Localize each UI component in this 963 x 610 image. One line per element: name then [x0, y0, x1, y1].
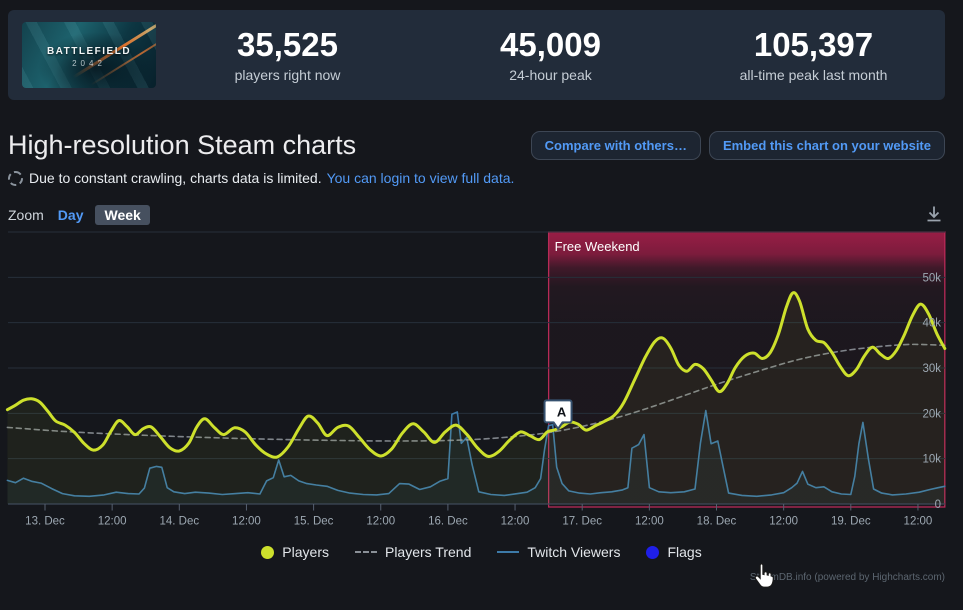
- notice-text: Due to constant crawling, charts data is…: [29, 170, 322, 186]
- page-title: High-resolution Steam charts: [8, 130, 357, 160]
- players-chart[interactable]: 13. Dec 12:00 14. Dec 12:00 15. Dec 12:00 16. …: [0, 228, 963, 535]
- svg-text:14. Dec: 14. Dec: [159, 516, 199, 528]
- download-chart-icon[interactable]: [923, 203, 945, 225]
- limited-data-icon: [8, 170, 23, 186]
- legend-item-twitch-viewers[interactable]: Twitch Viewers: [497, 544, 620, 560]
- legend-label: Twitch Viewers: [527, 544, 621, 560]
- svg-text:18. Dec: 18. Dec: [697, 516, 737, 528]
- svg-text:12:00: 12:00: [366, 516, 395, 528]
- svg-text:0: 0: [935, 499, 941, 511]
- capsule-game-subtitle: 2042: [72, 59, 106, 68]
- stat-alltime-peak: 105,397 all-time peak last month: [682, 26, 945, 83]
- title-buttons: Compare with others… Embed this chart on…: [530, 131, 945, 160]
- svg-text:10k: 10k: [922, 454, 941, 466]
- flag-marker-a[interactable]: A: [543, 399, 573, 430]
- chart-legend: Players Players Trend Twitch Viewers Flags: [0, 544, 963, 560]
- stat-24h-peak-label: 24-hour peak: [509, 66, 592, 83]
- svg-text:40k: 40k: [922, 318, 941, 330]
- zoom-week-button[interactable]: Week: [95, 205, 150, 225]
- stat-alltime-peak-value: 105,397: [753, 26, 874, 64]
- svg-text:20k: 20k: [922, 408, 941, 420]
- zoom-row: Zoom Day Week: [8, 203, 945, 227]
- title-row: High-resolution Steam charts Compare wit…: [8, 126, 945, 164]
- legend-marker-dash: [354, 551, 377, 553]
- stat-24h-peak-value: 45,009: [500, 26, 601, 64]
- svg-text:50k: 50k: [922, 272, 941, 284]
- svg-text:12:00: 12:00: [501, 516, 530, 528]
- svg-text:15. Dec: 15. Dec: [294, 516, 334, 528]
- svg-text:12:00: 12:00: [904, 516, 933, 528]
- svg-text:12:00: 12:00: [232, 516, 261, 528]
- players-series: [5, 291, 947, 504]
- legend-marker-circle: [646, 545, 660, 559]
- twitch-viewers-series: [6, 409, 946, 504]
- legend-item-players[interactable]: Players: [261, 544, 329, 560]
- embed-chart-button[interactable]: Embed this chart on your website: [708, 131, 945, 160]
- legend-item-players-trend[interactable]: Players Trend: [354, 544, 472, 560]
- y-axis-labels: 0 10k 20k 30k 40k 50k: [922, 272, 941, 511]
- free-weekend-label: Free Weekend: [555, 239, 640, 254]
- game-capsule-image[interactable]: BATTLEFIELD 2042: [22, 22, 156, 88]
- svg-text:16. Dec: 16. Dec: [428, 516, 468, 528]
- zoom-day-button[interactable]: Day: [57, 207, 84, 223]
- svg-text:12:00: 12:00: [635, 516, 664, 528]
- legend-label: Players Trend: [384, 544, 472, 560]
- capsule-game-title: BATTLEFIELD: [46, 46, 132, 57]
- chart-svg[interactable]: 13. Dec 12:00 14. Dec 12:00 15. Dec 12:00 16. …: [0, 228, 963, 535]
- stats-panel: BATTLEFIELD 2042 35,525 players right no…: [8, 10, 945, 100]
- svg-text:13. Dec: 13. Dec: [25, 516, 65, 528]
- stat-current-players: 35,525 players right now: [156, 26, 419, 83]
- notice-row: Due to constant crawling, charts data is…: [8, 168, 514, 188]
- legend-marker-line: [497, 551, 520, 553]
- svg-text:12:00: 12:00: [769, 516, 798, 528]
- stat-current-players-label: players right now: [234, 66, 341, 83]
- svg-text:19. Dec: 19. Dec: [831, 516, 871, 528]
- stat-current-players-value: 35,525: [237, 26, 338, 64]
- login-link[interactable]: You can login to view full data.: [326, 170, 515, 186]
- compare-with-others-button[interactable]: Compare with others…: [530, 131, 701, 160]
- zoom-label: Zoom: [8, 207, 44, 223]
- legend-item-flags[interactable]: Flags: [646, 544, 702, 560]
- y-gridlines: [8, 231, 945, 505]
- svg-text:30k: 30k: [922, 363, 941, 375]
- watermark-link[interactable]: SteamDB.info (powered by Highcharts.com): [749, 572, 945, 583]
- svg-text:17. Dec: 17. Dec: [562, 516, 602, 528]
- legend-label: Flags: [667, 544, 702, 560]
- svg-text:12:00: 12:00: [98, 516, 127, 528]
- x-axis: 13. Dec 12:00 14. Dec 12:00 15. Dec 12:00 16. …: [8, 503, 945, 528]
- legend-label: Players: [282, 544, 329, 560]
- stat-alltime-peak-label: all-time peak last month: [739, 66, 888, 83]
- stat-24h-peak: 45,009 24-hour peak: [419, 26, 682, 83]
- svg-text:A: A: [557, 404, 567, 419]
- players-trend-series: [6, 343, 946, 442]
- legend-marker-circle: [261, 545, 275, 559]
